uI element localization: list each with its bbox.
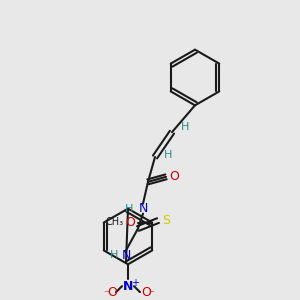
Text: H: H (164, 150, 172, 160)
Text: O: O (141, 286, 151, 298)
Text: N: N (121, 249, 131, 262)
Text: H: H (124, 204, 133, 214)
Text: ⁻: ⁻ (148, 289, 154, 299)
Text: +: + (131, 278, 139, 288)
Text: CH₃: CH₃ (105, 217, 123, 226)
Text: O: O (169, 170, 179, 183)
Text: N: N (123, 280, 133, 293)
Text: ⁻: ⁻ (103, 289, 109, 299)
Text: S: S (162, 214, 170, 227)
Text: O: O (107, 286, 117, 298)
Text: N: N (138, 202, 148, 215)
Text: H: H (181, 122, 189, 132)
Text: H: H (110, 250, 118, 260)
Text: O: O (125, 216, 135, 229)
